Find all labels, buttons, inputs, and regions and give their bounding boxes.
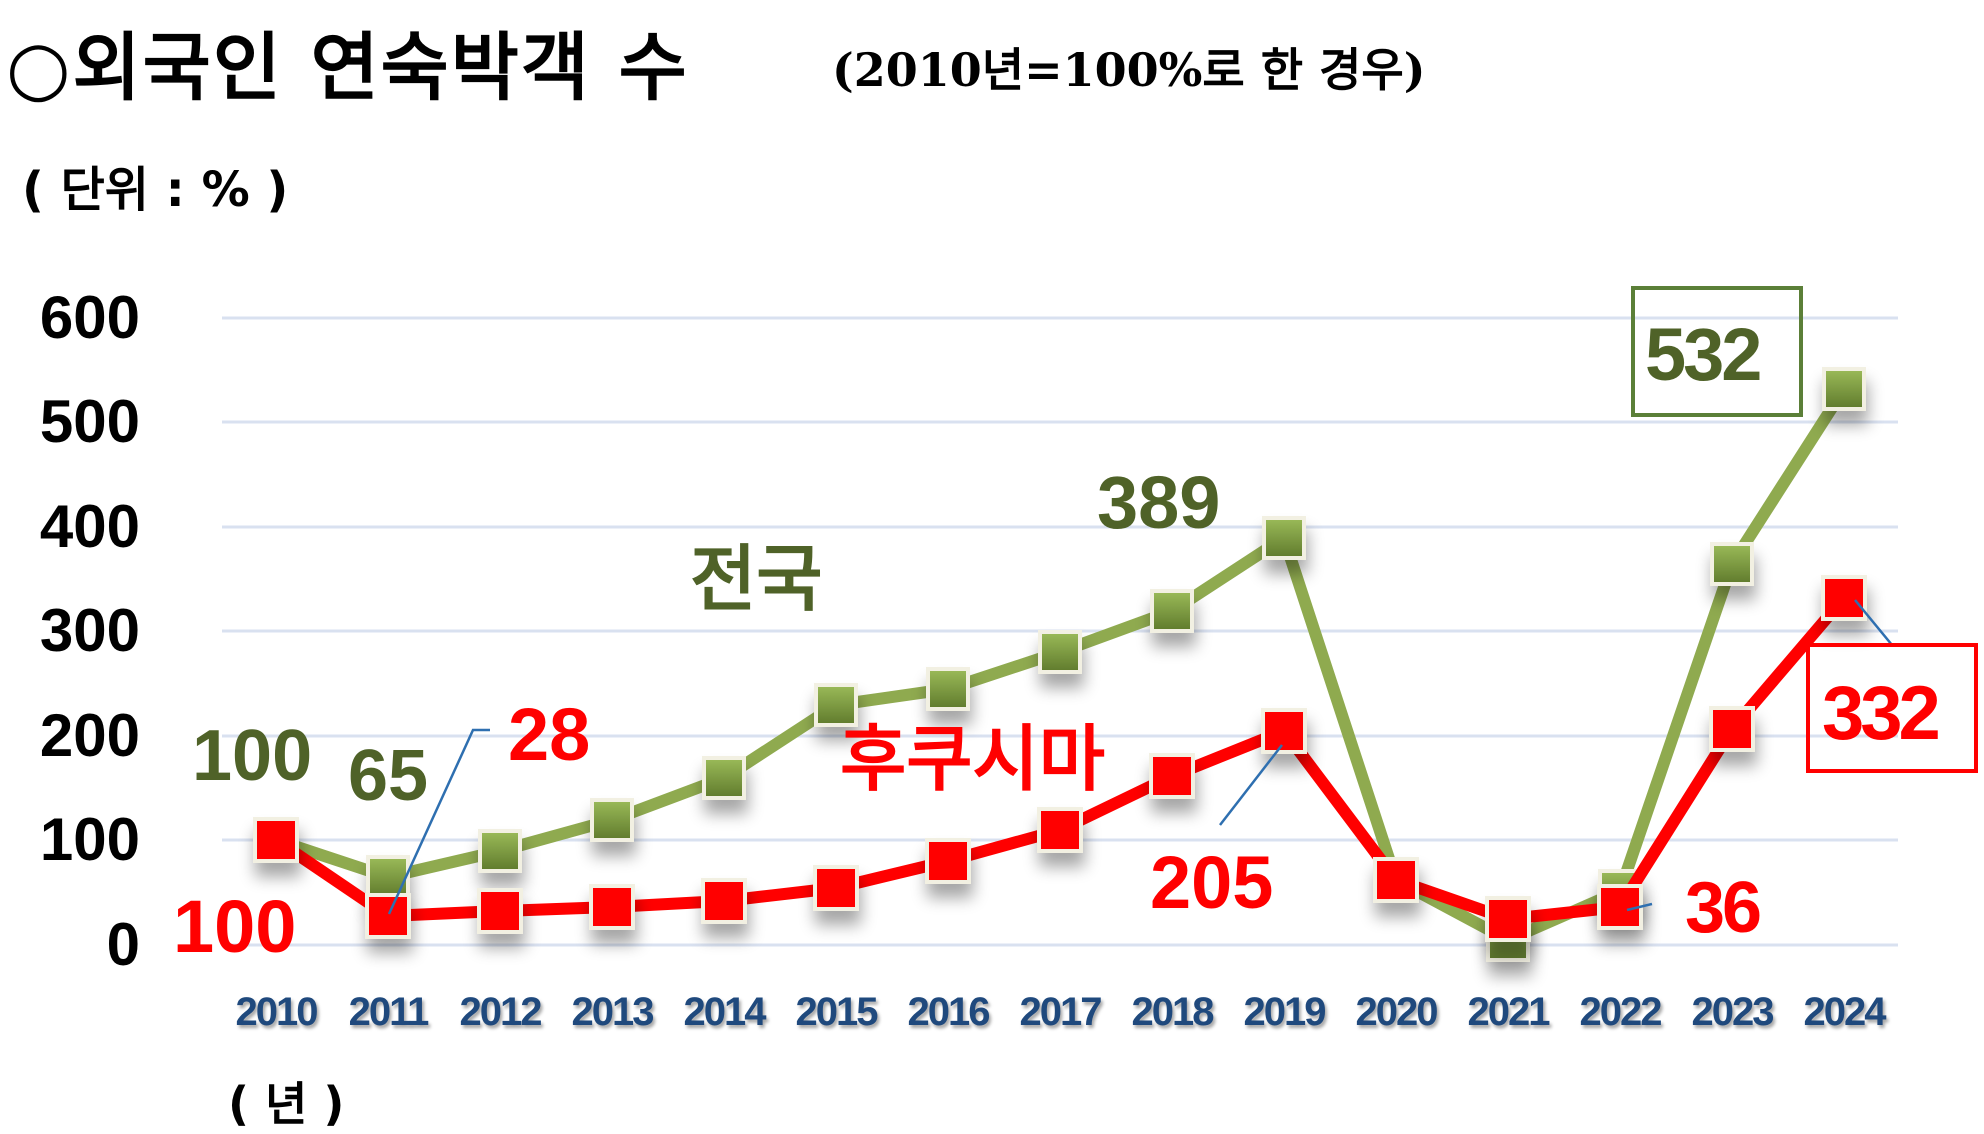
y-tick-600: 600 bbox=[39, 284, 140, 351]
data-label-fukushima-2010: 100 bbox=[173, 885, 297, 968]
data-label-national-2010: 100 bbox=[192, 716, 313, 796]
x-tick-2011: 2011 bbox=[348, 990, 430, 1034]
series-markers-fukushima bbox=[253, 575, 1867, 942]
y-tick-0: 0 bbox=[106, 911, 140, 978]
x-tick-2019: 2019 bbox=[1243, 990, 1327, 1034]
data-label-fukushima-2011: 28 bbox=[508, 693, 591, 776]
x-tick-2017: 2017 bbox=[1019, 990, 1103, 1034]
x-axis-unit-label: ( 년 ) bbox=[228, 1077, 345, 1131]
label-box-fukushima-2024 bbox=[1806, 643, 1978, 773]
data-label-national-2024: 532 bbox=[1645, 313, 1762, 396]
x-tick-2012: 2012 bbox=[459, 990, 543, 1034]
y-tick-500: 500 bbox=[39, 388, 140, 455]
x-tick-2020: 2020 bbox=[1355, 990, 1439, 1034]
x-tick-2015: 2015 bbox=[795, 990, 879, 1034]
x-tick-2018: 2018 bbox=[1131, 990, 1215, 1034]
y-tick-100: 100 bbox=[39, 806, 140, 873]
x-tick-2010: 2010 bbox=[235, 990, 319, 1034]
series-label-fukushima: 후쿠시마 bbox=[840, 717, 1105, 801]
page-subtitle: (2010년=100%로 한 경우) bbox=[832, 43, 1426, 97]
x-tick-2021: 2021 bbox=[1467, 990, 1551, 1034]
page-title: ○외국인 연숙박객 수 bbox=[6, 25, 689, 111]
x-tick-2013: 2013 bbox=[571, 990, 655, 1034]
x-tick-2024: 2024 bbox=[1803, 990, 1887, 1034]
x-tick-2022: 2022 bbox=[1579, 990, 1663, 1034]
y-tick-400: 400 bbox=[39, 493, 140, 560]
x-tick-2016: 2016 bbox=[907, 990, 991, 1034]
data-label-fukushima-2019: 205 bbox=[1150, 841, 1274, 924]
x-tick-2014: 2014 bbox=[683, 990, 767, 1034]
y-tick-300: 300 bbox=[39, 597, 140, 664]
y-axis-unit-label: ( 단위 : % ) bbox=[22, 162, 289, 218]
data-label-fukushima-2022: 36 bbox=[1685, 868, 1762, 948]
label-leader-lines bbox=[387, 599, 1893, 915]
series-label-national: 전국 bbox=[690, 537, 823, 621]
data-label-national-2011: 65 bbox=[348, 736, 429, 816]
y-tick-200: 200 bbox=[39, 702, 140, 769]
data-label-national-2019: 389 bbox=[1097, 461, 1221, 544]
label-box-national-2024 bbox=[1631, 286, 1803, 417]
x-tick-2023: 2023 bbox=[1691, 990, 1775, 1034]
data-label-fukushima-2024: 332 bbox=[1822, 671, 1941, 756]
